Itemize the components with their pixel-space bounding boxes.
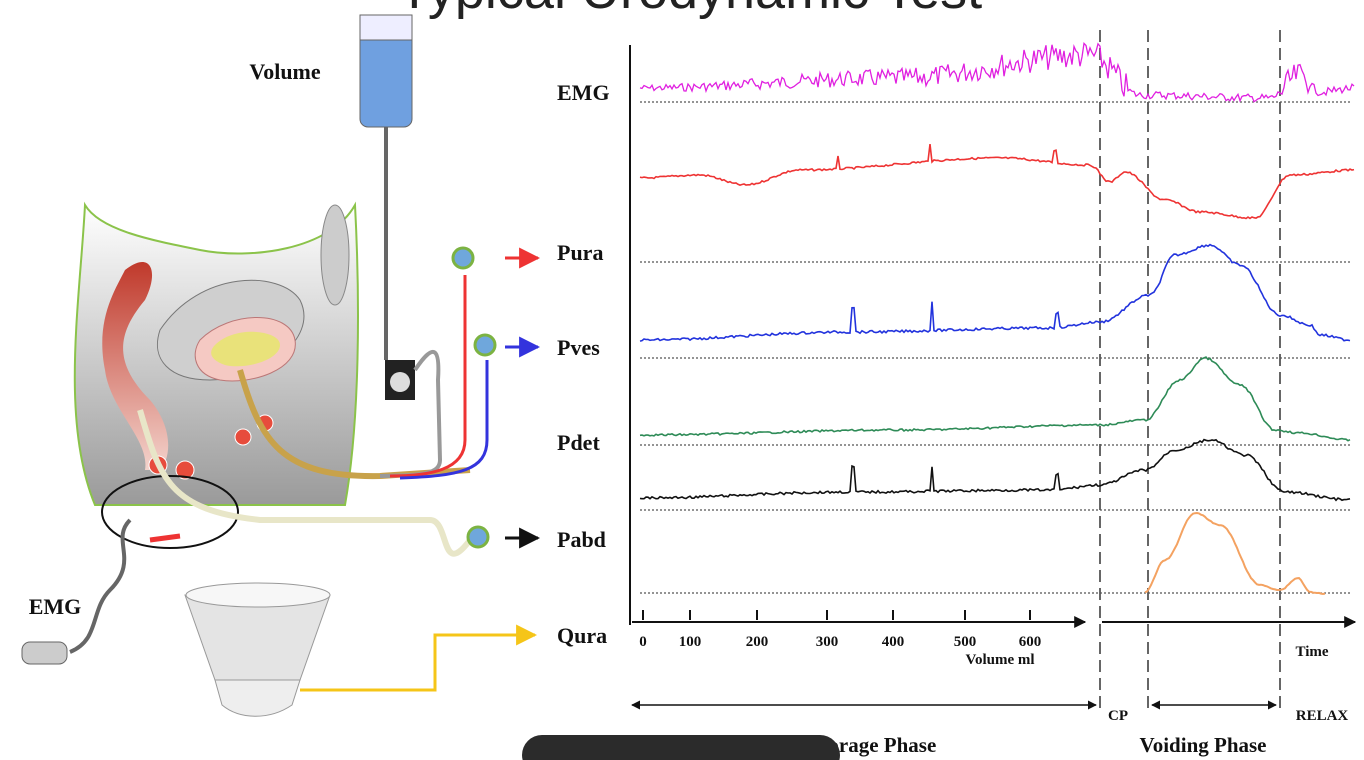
emg-label: EMG bbox=[29, 594, 82, 619]
tick-label: 300 bbox=[816, 634, 839, 650]
tick-label: 0 bbox=[639, 634, 647, 650]
trace bbox=[639, 438, 1351, 502]
trace-label: Pabd bbox=[557, 527, 606, 552]
phase-label: RELAX bbox=[1296, 708, 1349, 724]
tick-label: 400 bbox=[882, 634, 905, 650]
trace-label: EMG bbox=[557, 80, 610, 105]
phase-label: Voiding Phase bbox=[1139, 733, 1266, 757]
phase-label: CP bbox=[1108, 708, 1128, 724]
overlay-pill bbox=[522, 735, 840, 760]
trace-label: Qura bbox=[557, 623, 607, 648]
tick-label: 200 bbox=[746, 634, 769, 650]
illustration: Volume EMG bbox=[21, 14, 541, 717]
time-label: Time bbox=[1295, 644, 1328, 660]
volume-label: Volume bbox=[249, 59, 321, 84]
tick-label: 100 bbox=[679, 634, 702, 650]
trace bbox=[639, 243, 1351, 342]
traces-panel: EMG Pura Pves Pdet Pabd Qura Volume ml T… bbox=[557, 30, 1357, 757]
tick-label: 600 bbox=[1019, 634, 1042, 650]
tick-label: 500 bbox=[954, 634, 977, 650]
title: Typical Urodynamic Test bbox=[398, 0, 982, 20]
volume-axis-label: Volume ml bbox=[965, 652, 1034, 668]
trace-label: Pura bbox=[557, 240, 603, 265]
trace-label: Pdet bbox=[557, 430, 600, 455]
trace-label: Pves bbox=[557, 335, 600, 360]
trace bbox=[639, 41, 1355, 103]
trace bbox=[1144, 511, 1326, 596]
trace bbox=[639, 356, 1351, 442]
trace bbox=[639, 144, 1355, 220]
